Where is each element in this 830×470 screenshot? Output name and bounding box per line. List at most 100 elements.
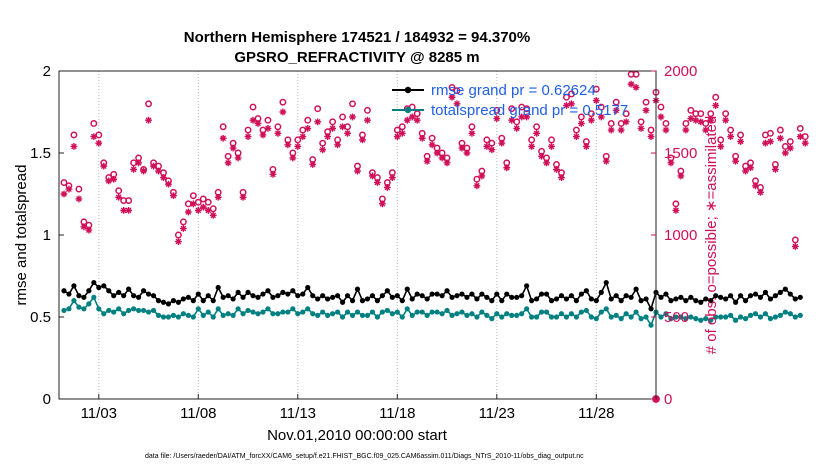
totalspread-point <box>121 311 127 317</box>
obs-assimilated-point <box>538 152 545 160</box>
obs-assimilated-point <box>105 177 113 185</box>
y-tick-label: 0 <box>43 391 51 408</box>
totalspread-point <box>414 309 420 315</box>
totalspread-point <box>747 312 754 318</box>
x-axis-ticks: 11/03 11/08 11/13 11/18 11/23 11/28 <box>81 394 615 422</box>
obs-assimilated-point <box>135 159 142 167</box>
obs-assimilated-point <box>85 226 93 234</box>
totalspread-point <box>449 312 455 318</box>
obs-assimilated-point <box>150 162 157 170</box>
totalspread-point <box>61 307 67 314</box>
totalspread-point <box>479 309 485 315</box>
rmse-point <box>320 293 326 299</box>
totalspread-point <box>140 307 147 314</box>
rmse-point <box>469 291 475 297</box>
obs-assimilated-point <box>259 131 267 139</box>
totalspread-point <box>718 314 724 320</box>
totalspread-point <box>723 314 729 320</box>
rmse-point <box>762 289 769 295</box>
obs-assimilated-point <box>553 166 560 173</box>
obs-possible-point <box>587 110 595 118</box>
obs-possible-point <box>791 236 799 244</box>
obs-assimilated-point <box>582 143 590 150</box>
totalspread-point <box>618 316 624 322</box>
totalspread-point <box>474 314 480 320</box>
obs-assimilated-point <box>592 97 600 104</box>
totalspread-point <box>185 312 191 318</box>
totalspread-point <box>404 306 410 312</box>
obs-assimilated-point <box>229 144 237 152</box>
obs-assimilated-point <box>627 80 635 88</box>
totalspread-point <box>330 311 336 317</box>
totalspread-point <box>633 309 639 315</box>
obs-assimilated-point <box>403 116 411 124</box>
obs-assimilated-point <box>657 113 665 121</box>
totalspread-point <box>678 314 684 320</box>
obs-assimilated-point <box>781 149 789 157</box>
rmse-point <box>708 298 714 304</box>
rmse-point <box>509 294 515 300</box>
rmse-point <box>210 298 216 304</box>
obs-assimilated-point <box>642 106 650 114</box>
obs-assimilated-point <box>334 141 341 149</box>
rmse-point <box>419 293 425 299</box>
y-axis-ticks: 0 0.5 1 1.5 2 <box>30 63 64 408</box>
obs-assimilated-point <box>767 138 774 145</box>
totalspread-point <box>155 312 162 318</box>
totalspread-point <box>628 314 634 320</box>
obs-assimilated-point <box>513 125 521 132</box>
rmse-point <box>543 291 550 297</box>
obs-possible-point <box>622 110 630 118</box>
totalspread-point <box>797 312 803 318</box>
obs-possible-point <box>483 136 491 144</box>
obs-assimilated-point <box>160 174 167 181</box>
totalspread-point <box>703 316 709 322</box>
totalspread-point <box>553 314 560 320</box>
rmse-point <box>349 298 356 304</box>
obs-assimilated-point <box>697 118 705 126</box>
totalspread-point <box>260 309 266 315</box>
rmse-point <box>568 293 575 299</box>
obs-assimilated-point <box>503 164 511 172</box>
rmse-point <box>330 294 336 300</box>
obs-possible-point <box>687 106 695 114</box>
obs-assimilated-point <box>558 174 565 181</box>
totalspread-point <box>737 314 744 320</box>
rmse-point <box>777 289 783 295</box>
obs-assimilated-point <box>264 125 272 132</box>
obs-possible-point <box>488 139 496 147</box>
obs-assimilated-point <box>214 193 222 201</box>
rmse-point <box>454 293 460 299</box>
totalspread-point <box>280 309 286 315</box>
obs-assimilated-point <box>219 134 227 142</box>
totalspread-point <box>489 316 495 322</box>
legend: rmse grand pr = 0.62624 totalspread gran… <box>392 82 628 119</box>
totalspread-point <box>623 311 629 317</box>
rmse-point <box>693 298 699 304</box>
rmse-point <box>394 293 400 299</box>
rmse-point <box>688 294 694 300</box>
obs-assimilated-point <box>269 170 277 178</box>
obs-assimilated-point <box>498 139 506 147</box>
obs-possible-point <box>125 197 133 205</box>
obs-assimilated-point <box>712 102 720 109</box>
totalspread-point <box>116 306 122 312</box>
totalspread-point <box>419 309 425 315</box>
totalspread-point <box>111 309 117 315</box>
obs-assimilated-point <box>413 116 421 124</box>
rmse-point <box>126 286 132 292</box>
rmse-point <box>787 291 793 297</box>
rmse-point <box>618 298 624 304</box>
obs-possible-point <box>737 131 745 139</box>
obs-assimilated-point <box>224 159 232 167</box>
totalspread-point <box>339 314 346 320</box>
obs-possible-point <box>523 105 531 113</box>
totalspread-point <box>230 312 236 318</box>
obs-possible-point <box>642 98 650 106</box>
obs-assimilated-point <box>299 133 307 140</box>
rmse-point <box>484 294 490 300</box>
obs-assimilated-point <box>65 185 73 193</box>
obs-assimilated-point <box>647 133 655 140</box>
x-tick-label: 11/03 <box>81 405 117 422</box>
rmse-point <box>374 298 380 304</box>
